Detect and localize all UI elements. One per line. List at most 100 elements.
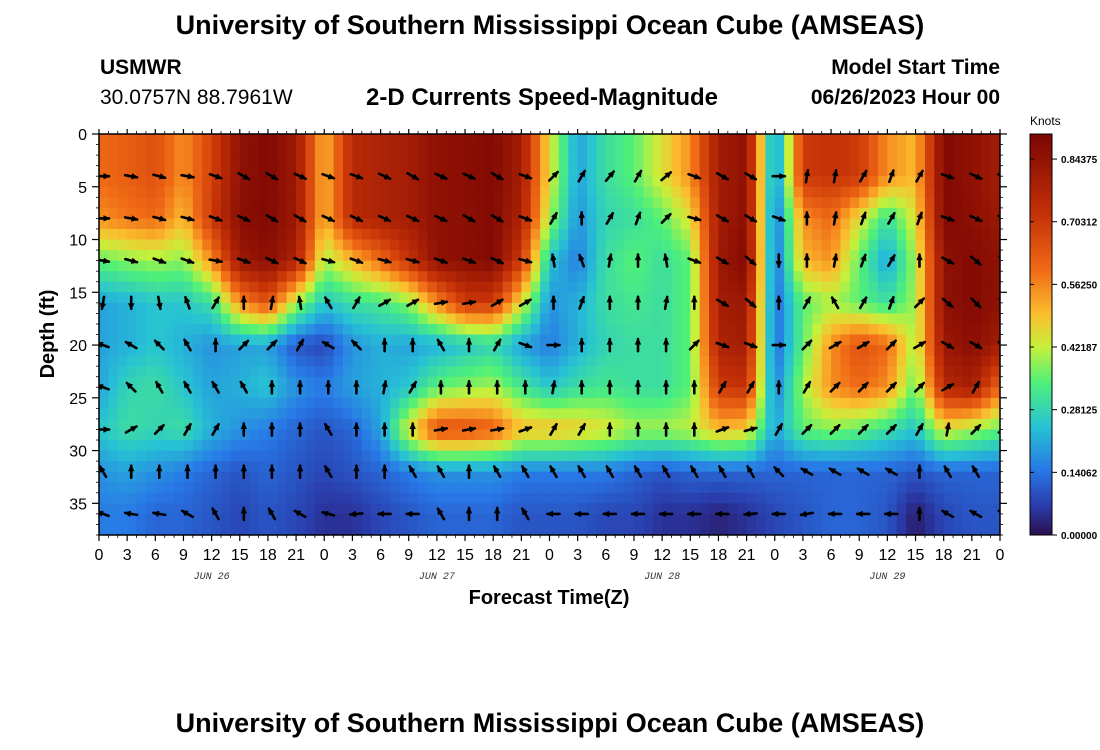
heatmap-cell	[981, 239, 992, 251]
current-arrow	[128, 464, 135, 480]
heatmap-cell	[765, 239, 776, 251]
heatmap-cell	[774, 207, 785, 220]
current-arrow	[774, 422, 784, 437]
heatmap-cell	[849, 492, 860, 504]
heatmap-cell	[934, 471, 945, 483]
heatmap-cell	[239, 281, 250, 293]
heatmap-cell	[333, 207, 344, 220]
heatmap-cell	[530, 524, 541, 535]
x-tick-label: 18	[484, 547, 502, 564]
x-tick-label: 15	[681, 547, 699, 564]
heatmap-cell	[924, 450, 935, 462]
heatmap-cell	[305, 239, 316, 251]
heatmap-cell	[709, 207, 720, 220]
heatmap-cell	[624, 281, 635, 293]
heatmap-cell	[521, 197, 532, 209]
heatmap-cell	[709, 281, 720, 293]
heatmap-cell	[802, 176, 813, 188]
current-arrow	[99, 295, 107, 311]
heatmap-cell	[802, 408, 813, 420]
heatmap-cell	[605, 260, 616, 272]
heatmap-cell	[371, 207, 382, 220]
current-arrow	[350, 339, 362, 351]
heatmap-cell	[277, 513, 288, 526]
heatmap-cell	[990, 376, 1000, 388]
heatmap-cell	[436, 323, 447, 336]
heatmap-cell	[877, 186, 888, 198]
heatmap-cell	[699, 239, 710, 251]
heatmap-cell	[690, 281, 701, 293]
x-tick-label: 9	[179, 547, 188, 564]
heatmap-cell	[502, 144, 513, 156]
heatmap-cell	[399, 207, 410, 220]
heatmap-cell	[436, 450, 447, 462]
heatmap-cell	[343, 207, 354, 220]
heatmap-cell	[521, 207, 532, 220]
heatmap-cell	[549, 334, 560, 346]
heatmap-cell	[633, 450, 644, 462]
heatmap-cell	[906, 218, 917, 230]
heatmap-cell	[755, 355, 766, 367]
current-arrow	[405, 257, 420, 264]
heatmap-cell	[277, 397, 288, 409]
heatmap-cell	[136, 155, 147, 167]
heatmap-cell	[174, 165, 185, 177]
heatmap-cell	[971, 524, 982, 535]
heatmap-cell	[371, 155, 382, 167]
heatmap-cell	[774, 513, 785, 526]
current-arrow	[208, 257, 223, 264]
current-arrow	[494, 379, 501, 395]
heatmap-cell	[211, 144, 222, 156]
heatmap-cell	[868, 239, 879, 251]
heatmap-cell	[324, 524, 335, 535]
heatmap-cell	[333, 292, 344, 304]
heatmap-cell	[624, 387, 635, 399]
heatmap-cell	[812, 313, 823, 325]
heatmap-cell	[108, 292, 119, 304]
heatmap-cell	[465, 302, 476, 314]
heatmap-cell	[549, 397, 560, 409]
heatmap-cell	[840, 155, 851, 167]
heatmap-cell	[164, 376, 175, 388]
heatmap-cell	[652, 218, 663, 230]
heatmap-cell	[981, 271, 992, 283]
heatmap-cell	[127, 482, 138, 494]
heatmap-cell	[183, 323, 194, 336]
heatmap-cell	[971, 313, 982, 325]
heatmap-cell	[446, 461, 457, 473]
heatmap-cell	[474, 461, 485, 473]
heatmap-cell	[934, 228, 945, 241]
heatmap-cell	[267, 313, 278, 325]
current-arrow	[606, 422, 613, 437]
current-arrow	[855, 510, 871, 518]
heatmap-cell	[934, 440, 945, 452]
heatmap-cell	[859, 334, 870, 346]
heatmap-cell	[202, 513, 213, 526]
heatmap-cell	[568, 345, 579, 357]
heatmap-cell	[361, 313, 372, 325]
heatmap-cell	[145, 197, 156, 209]
heatmap-cell	[333, 197, 344, 209]
heatmap-cell	[868, 228, 879, 241]
heatmap-cell	[221, 355, 231, 367]
heatmap-cell	[990, 218, 1000, 230]
heatmap-cell	[962, 461, 973, 473]
heatmap-cell	[502, 207, 513, 220]
heatmap-cell	[343, 186, 354, 198]
heatmap-cell	[690, 176, 701, 188]
heatmap-cell	[305, 450, 316, 462]
current-arrow	[236, 257, 251, 265]
heatmap-cell	[577, 144, 588, 156]
heatmap-cell	[615, 345, 626, 357]
heatmap-cell	[615, 376, 626, 388]
heatmap-cell	[671, 313, 682, 325]
heatmap-cell	[577, 524, 588, 535]
heatmap-cell	[249, 144, 260, 156]
heatmap-cell	[727, 134, 738, 146]
heatmap-cell	[624, 323, 635, 336]
heatmap-cell	[99, 334, 109, 346]
heatmap-cell	[737, 155, 748, 167]
heatmap-cell	[934, 250, 945, 262]
heatmap-cell	[483, 408, 494, 420]
heatmap-cell	[474, 239, 485, 251]
